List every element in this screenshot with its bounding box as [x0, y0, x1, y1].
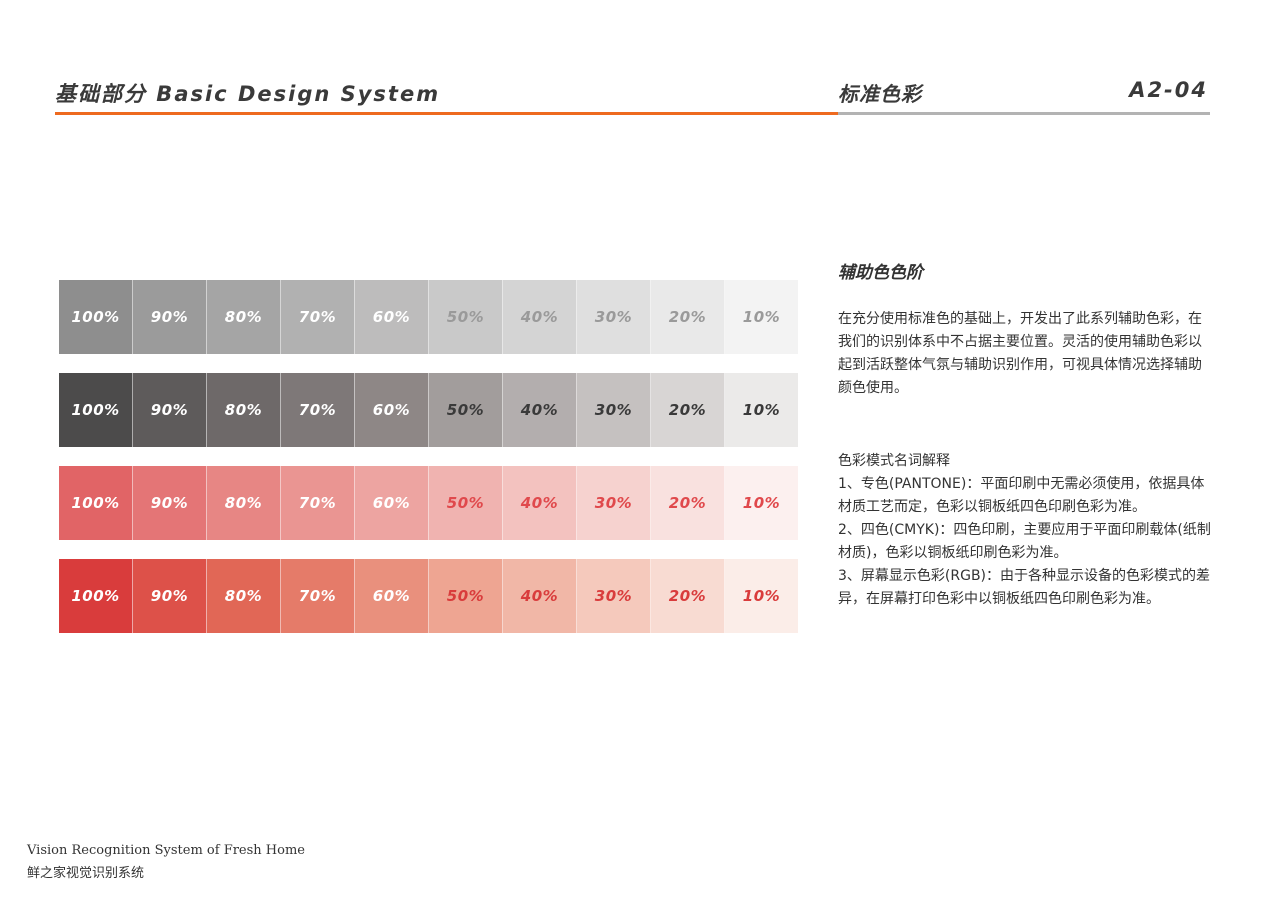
page-code: A2-04 — [1129, 78, 1208, 102]
swatch-red-20: 20% — [651, 559, 725, 633]
swatch-dark-gray-60: 60% — [355, 373, 429, 447]
swatch-red-60: 60% — [355, 559, 429, 633]
swatch-rose-90: 90% — [133, 466, 207, 540]
swatch-gray-50: 50% — [429, 280, 503, 354]
swatch-rose-100: 100% — [59, 466, 133, 540]
swatch-gray-10: 10% — [725, 280, 798, 354]
swatch-rose-30: 30% — [577, 466, 651, 540]
topic-title: 标准色彩 — [838, 82, 922, 106]
swatch-dark-gray-100: 100% — [59, 373, 133, 447]
color-mode-heading: 色彩模式名词解释 — [838, 453, 950, 469]
swatch-gray-70: 70% — [281, 280, 355, 354]
swatch-red-50: 50% — [429, 559, 503, 633]
swatch-dark-gray-80: 80% — [207, 373, 281, 447]
swatch-rose-50: 50% — [429, 466, 503, 540]
swatch-gray-90: 90% — [133, 280, 207, 354]
footer-chinese: 鲜之家视觉识别系统 — [27, 866, 145, 881]
swatch-dark-gray-90: 90% — [133, 373, 207, 447]
swatch-red-80: 80% — [207, 559, 281, 633]
swatch-red-30: 30% — [577, 559, 651, 633]
aux-color-description: 在充分使用标准色的基础上，开发出了此系列辅助色彩，在我们的识别体系中不占据主要位… — [838, 311, 1202, 396]
swatch-row-red: 100% 90% 80% 70% 60% 50% 40% 30% 20% 10% — [59, 559, 798, 633]
swatch-row-gray: 100% 90% 80% 70% 60% 50% 40% 30% 20% 10% — [59, 280, 798, 354]
swatch-rose-10: 10% — [725, 466, 798, 540]
swatch-dark-gray-70: 70% — [281, 373, 355, 447]
swatch-rose-60: 60% — [355, 466, 429, 540]
swatch-row-dark-gray: 100% 90% 80% 70% 60% 50% 40% 30% 20% 10% — [59, 373, 798, 447]
footer-english: Vision Recognition System of Fresh Home — [27, 843, 305, 858]
swatch-red-10: 10% — [725, 559, 798, 633]
color-mode-item-pantone: 1、专色(PANTONE)：平面印刷中无需必须使用，依据具体材质工艺而定，色彩以… — [838, 476, 1205, 515]
swatch-dark-gray-30: 30% — [577, 373, 651, 447]
aux-color-title: 辅助色色阶 — [838, 263, 923, 283]
swatch-red-100: 100% — [59, 559, 133, 633]
swatch-dark-gray-10: 10% — [725, 373, 798, 447]
swatch-dark-gray-50: 50% — [429, 373, 503, 447]
swatch-red-90: 90% — [133, 559, 207, 633]
swatch-rose-80: 80% — [207, 466, 281, 540]
section-title: 基础部分 Basic Design System — [55, 82, 441, 106]
swatch-gray-20: 20% — [651, 280, 725, 354]
swatch-gray-100: 100% — [59, 280, 133, 354]
swatch-red-70: 70% — [281, 559, 355, 633]
swatch-row-rose: 100% 90% 80% 70% 60% 50% 40% 30% 20% 10% — [59, 466, 798, 540]
header-divider-accent — [55, 112, 838, 115]
color-mode-glossary: 色彩模式名词解释 1、专色(PANTONE)：平面印刷中无需必须使用，依据具体材… — [838, 450, 1214, 611]
color-mode-item-rgb: 3、屏幕显示色彩(RGB)：由于各种显示设备的色彩模式的差异，在屏幕打印色彩中以… — [838, 568, 1211, 607]
swatch-dark-gray-20: 20% — [651, 373, 725, 447]
swatch-rose-70: 70% — [281, 466, 355, 540]
header-divider-gray — [838, 112, 1210, 115]
swatch-gray-80: 80% — [207, 280, 281, 354]
swatch-gray-60: 60% — [355, 280, 429, 354]
swatch-gray-40: 40% — [503, 280, 577, 354]
swatch-dark-gray-40: 40% — [503, 373, 577, 447]
swatch-gray-30: 30% — [577, 280, 651, 354]
swatch-red-40: 40% — [503, 559, 577, 633]
swatch-rose-40: 40% — [503, 466, 577, 540]
swatch-rose-20: 20% — [651, 466, 725, 540]
color-mode-item-cmyk: 2、四色(CMYK)：四色印刷，主要应用于平面印刷载体(纸制材质)，色彩以铜板纸… — [838, 522, 1211, 561]
